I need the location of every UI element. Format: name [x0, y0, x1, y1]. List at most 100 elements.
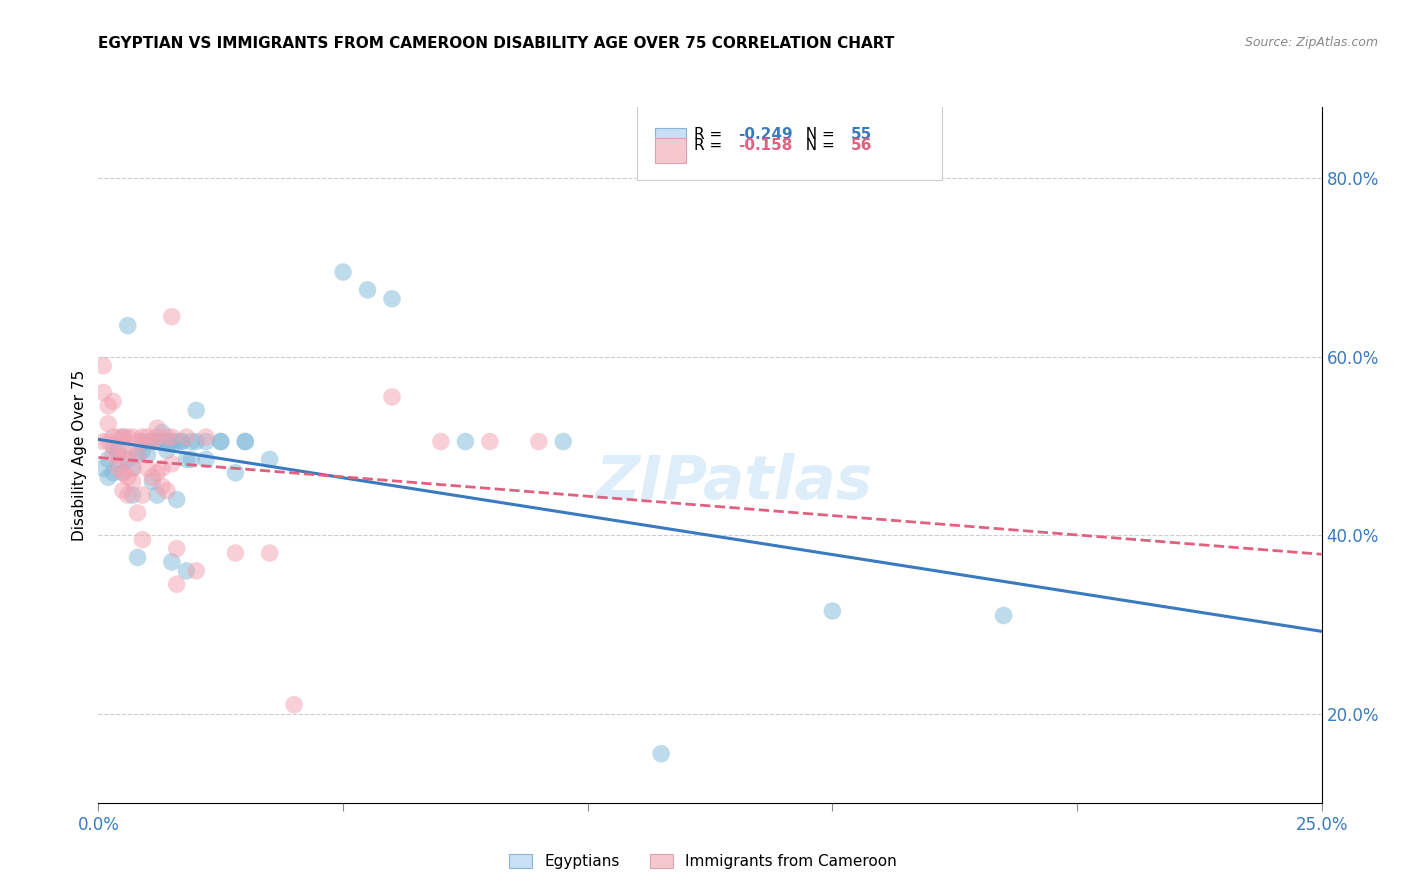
Text: R =: R =	[695, 137, 727, 153]
Point	[150, 479, 173, 493]
Point	[160, 555, 183, 569]
FancyBboxPatch shape	[637, 93, 942, 180]
Point	[224, 546, 246, 560]
Point	[166, 434, 188, 449]
Point	[209, 434, 232, 449]
Point	[170, 434, 193, 449]
Point	[146, 421, 169, 435]
Point	[91, 461, 114, 475]
Point	[131, 443, 153, 458]
Point	[821, 604, 844, 618]
FancyBboxPatch shape	[655, 128, 686, 153]
Point	[195, 452, 218, 467]
Point	[156, 443, 179, 458]
Point	[107, 430, 129, 444]
Text: R =: R =	[695, 128, 727, 143]
Point	[131, 488, 153, 502]
Point	[150, 461, 173, 475]
Point	[136, 448, 159, 462]
Point	[97, 399, 120, 413]
Point	[209, 434, 232, 449]
Point	[166, 577, 188, 591]
Point	[131, 434, 153, 449]
Point	[146, 466, 169, 480]
Point	[117, 470, 139, 484]
Point	[111, 466, 134, 480]
Point	[101, 466, 124, 480]
Point	[117, 448, 139, 462]
Legend: Egyptians, Immigrants from Cameroon: Egyptians, Immigrants from Cameroon	[503, 848, 903, 875]
Point	[107, 457, 129, 471]
Point	[111, 466, 134, 480]
Point	[160, 457, 183, 471]
Point	[180, 434, 202, 449]
Point	[111, 483, 134, 498]
Point	[127, 550, 149, 565]
Point	[176, 564, 198, 578]
Point	[527, 434, 550, 449]
Point	[195, 430, 218, 444]
Point	[186, 564, 208, 578]
FancyBboxPatch shape	[655, 138, 686, 162]
Point	[186, 434, 208, 449]
Point	[101, 394, 124, 409]
Point	[650, 747, 672, 761]
Text: N =: N =	[796, 137, 839, 153]
Point	[150, 434, 173, 449]
Point	[224, 466, 246, 480]
Point	[107, 461, 129, 475]
Text: -0.158: -0.158	[738, 137, 793, 153]
Y-axis label: Disability Age Over 75: Disability Age Over 75	[72, 369, 87, 541]
Point	[283, 698, 305, 712]
Point	[156, 430, 179, 444]
Point	[233, 434, 256, 449]
Point	[170, 434, 193, 449]
Point	[332, 265, 354, 279]
Text: EGYPTIAN VS IMMIGRANTS FROM CAMEROON DISABILITY AGE OVER 75 CORRELATION CHART: EGYPTIAN VS IMMIGRANTS FROM CAMEROON DIS…	[98, 36, 894, 51]
Text: ZIPatlas: ZIPatlas	[596, 453, 873, 512]
Point	[127, 434, 149, 449]
Point	[97, 434, 120, 449]
Point	[180, 452, 202, 467]
Point	[156, 434, 179, 449]
Point	[121, 461, 143, 475]
Text: -0.249: -0.249	[738, 128, 793, 143]
Point	[136, 430, 159, 444]
Point	[136, 434, 159, 449]
Point	[160, 434, 183, 449]
Point	[176, 430, 198, 444]
Point	[101, 439, 124, 453]
Point	[111, 430, 134, 444]
Point	[478, 434, 501, 449]
Point	[111, 443, 134, 458]
Point	[176, 452, 198, 467]
Point	[156, 483, 179, 498]
Point	[121, 461, 143, 475]
Point	[101, 448, 124, 462]
Point	[97, 470, 120, 484]
Point	[141, 434, 163, 449]
Point	[186, 403, 208, 417]
Point	[91, 385, 114, 400]
Point	[381, 390, 404, 404]
Point	[356, 283, 378, 297]
Point	[121, 488, 143, 502]
Point	[259, 546, 281, 560]
Text: N =: N =	[796, 128, 839, 143]
Point	[146, 488, 169, 502]
Point	[141, 434, 163, 449]
Point	[117, 488, 139, 502]
Point	[259, 452, 281, 467]
Point	[127, 448, 149, 462]
Point	[107, 448, 129, 462]
Point	[160, 430, 183, 444]
Point	[166, 492, 188, 507]
Point	[141, 475, 163, 489]
Text: 55: 55	[851, 128, 872, 143]
Point	[146, 434, 169, 449]
Point	[150, 425, 173, 440]
Point	[141, 470, 163, 484]
Point	[993, 608, 1015, 623]
Point	[107, 443, 129, 458]
Point	[131, 430, 153, 444]
